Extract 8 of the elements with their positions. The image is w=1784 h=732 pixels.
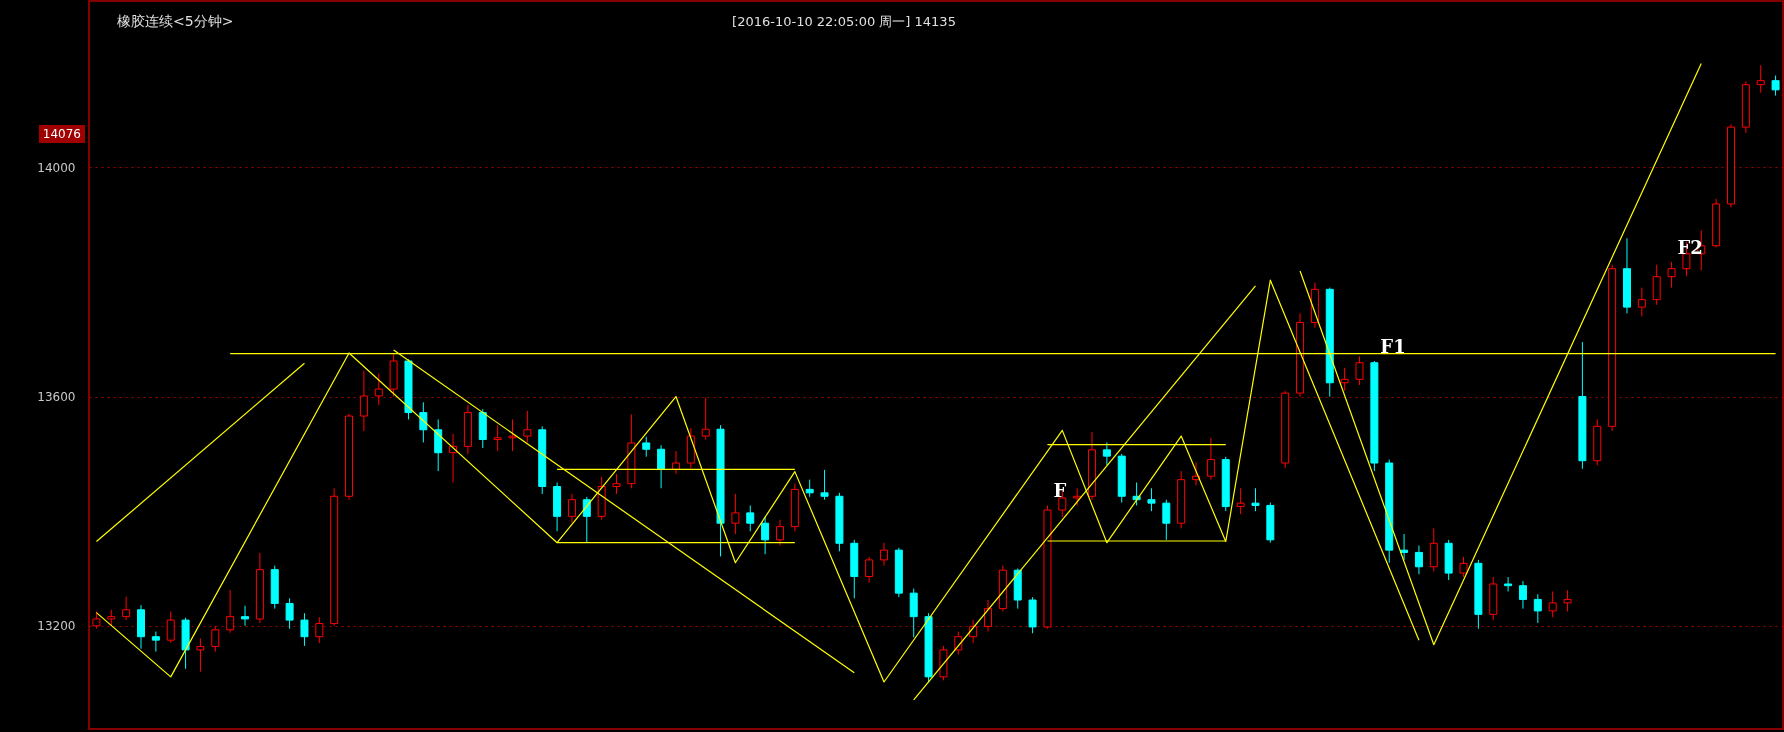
text: F: [1053, 480, 1067, 502]
text: F1: [1380, 335, 1406, 357]
y-tick-label: 14000: [37, 160, 76, 175]
text: 橡胶连续<5分钟>: [117, 13, 234, 29]
text: 14076: [42, 127, 81, 141]
text: [2016-10-10 22:05:00 周一] 14135: [732, 14, 956, 29]
y-tick-label: 13200: [37, 619, 76, 634]
y-tick-label: 13600: [37, 390, 76, 405]
